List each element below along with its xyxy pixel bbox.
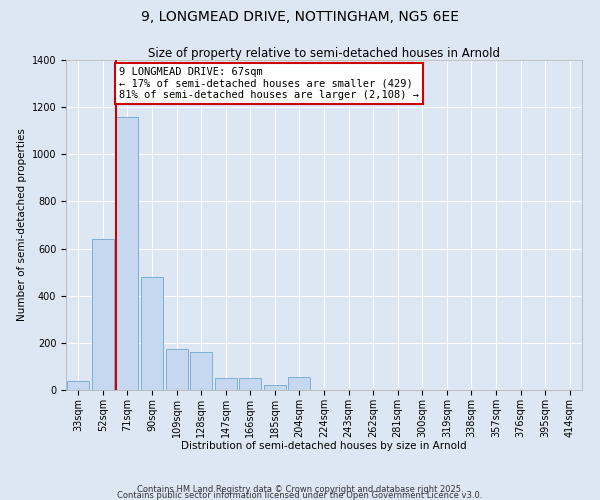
Y-axis label: Number of semi-detached properties: Number of semi-detached properties xyxy=(17,128,28,322)
Bar xyxy=(215,378,237,390)
Text: Contains public sector information licensed under the Open Government Licence v3: Contains public sector information licen… xyxy=(118,490,482,500)
Title: Size of property relative to semi-detached houses in Arnold: Size of property relative to semi-detach… xyxy=(148,47,500,60)
X-axis label: Distribution of semi-detached houses by size in Arnold: Distribution of semi-detached houses by … xyxy=(181,441,467,451)
Bar xyxy=(166,349,188,390)
Text: Contains HM Land Registry data © Crown copyright and database right 2025.: Contains HM Land Registry data © Crown c… xyxy=(137,484,463,494)
Text: 9 LONGMEAD DRIVE: 67sqm
← 17% of semi-detached houses are smaller (429)
81% of s: 9 LONGMEAD DRIVE: 67sqm ← 17% of semi-de… xyxy=(119,67,419,100)
Bar xyxy=(141,277,163,390)
Bar xyxy=(116,116,139,390)
Bar xyxy=(92,239,114,390)
Bar xyxy=(190,352,212,390)
Bar xyxy=(289,377,310,390)
Bar xyxy=(67,380,89,390)
Bar xyxy=(264,386,286,390)
Text: 9, LONGMEAD DRIVE, NOTTINGHAM, NG5 6EE: 9, LONGMEAD DRIVE, NOTTINGHAM, NG5 6EE xyxy=(141,10,459,24)
Bar xyxy=(239,378,262,390)
